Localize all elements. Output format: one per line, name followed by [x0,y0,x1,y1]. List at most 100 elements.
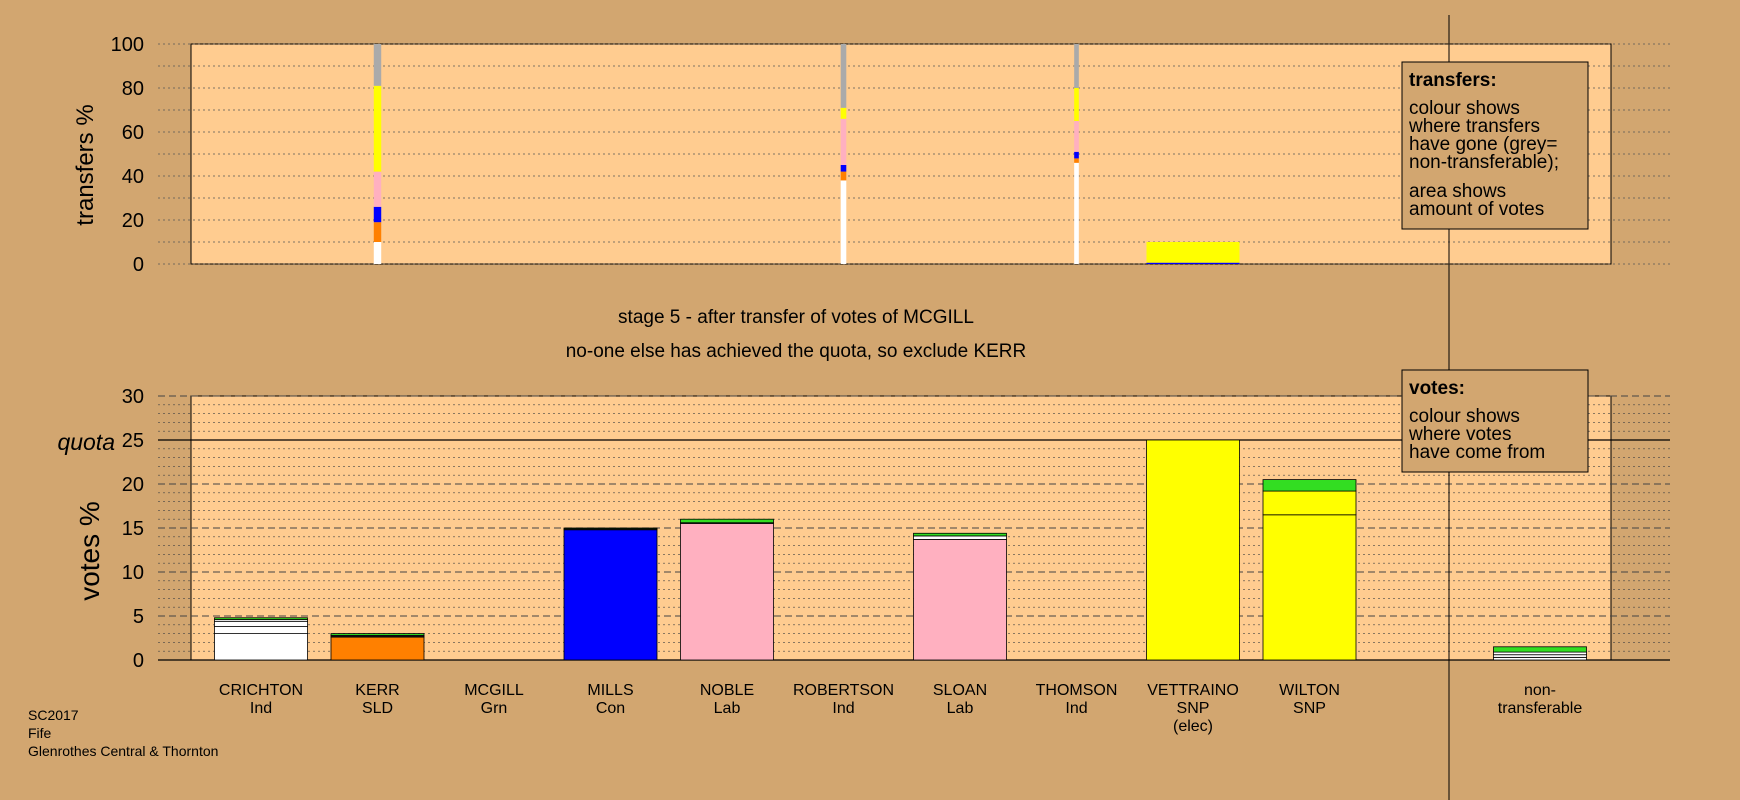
candidate-party-label: Ind [1065,700,1087,717]
transfer-segment-thomson [1074,88,1079,121]
candidate-party-label: Lab [714,700,741,717]
vote-segment-kerr [330,633,425,636]
votes-category-labels: CRICHTONIndKERRSLDMCGILLGrnMILLSConNOBLE… [219,682,1582,735]
transfer-segment-robertson [840,44,847,108]
footer-council: Fife [28,725,52,741]
transfer-segment-thomson [1074,151,1079,159]
transfer-segment-kerr [373,44,382,86]
transfers-legend-line: amount of votes [1409,199,1544,220]
vote-segment-wilton [1262,490,1357,516]
transfers-legend-line: where transfers [1408,116,1540,137]
votes-y-ticks: 0 5 10 15 20 25 30 [122,386,144,672]
vote-segment-noble [680,523,774,661]
transfers-legend-line: colour shows [1409,98,1520,119]
transfers-y-tick-label: 60 [122,122,144,144]
vote-segment-wilton [1262,479,1357,492]
candidate-party-label: Ind [832,700,854,717]
votes-legend-box [1401,369,1589,473]
transfer-segment-kerr [373,242,382,264]
transfers-y-tick-label: 80 [122,78,144,100]
votes-legend-line: colour shows [1409,406,1520,427]
footer-ward: Glenrothes Central & Thornton [28,743,218,759]
transfer-segment-kerr [373,171,382,207]
vote-segment-crichton [214,633,308,661]
transfer-segment-thomson [1074,44,1079,88]
transfer-segment-robertson [840,171,847,181]
candidate-party-label: SLD [362,700,393,717]
quota-label: quota [57,429,115,455]
transfer-segment-thomson [1074,158,1079,163]
votes-y-tick-label: 10 [122,562,144,584]
vote-segment-non [1493,646,1587,653]
candidate-party-label: SNP [1177,700,1210,717]
votes-y-tick-label: 15 [122,518,144,540]
transfer-segment-thomson [1074,162,1079,264]
transfers-y-tick-label: 100 [111,34,144,56]
candidate-name-label: CRICHTON [219,682,303,699]
candidate-name-label: THOMSON [1036,682,1118,699]
transfers-bars [373,44,1240,264]
candidate-party-label: Grn [481,700,508,717]
candidate-party-label: SNP [1293,700,1326,717]
transfers-y-tick-label: 40 [122,166,144,188]
candidate-name-label: SLOAN [933,682,987,699]
transfer-segment-vettraino [1146,242,1240,263]
votes-y-tick-label: 30 [122,386,144,408]
transfers-legend-line: area shows [1409,181,1506,202]
vote-segment-noble [680,518,774,524]
votes-legend: votes: colour shows where votes have com… [1401,369,1589,473]
transfers-legend-line: non-transferable); [1409,152,1559,173]
candidate-name-label: WILTON [1279,682,1340,699]
vote-segment-kerr [330,636,425,661]
votes-legend-heading: votes: [1409,378,1465,399]
transfers-legend: transfers: colour shows where transfers … [1401,61,1589,230]
candidate-name-label: ROBERTSON [793,682,894,699]
candidate-party-label: Ind [250,700,272,717]
vote-segment-sloan [913,535,1007,540]
vote-segment-wilton [1262,514,1357,661]
votes-y-tick-label: 0 [133,650,144,672]
vote-segment-crichton [214,626,308,634]
vote-segment-mills [563,529,658,661]
transfer-segment-thomson [1074,121,1079,152]
transfer-segment-vettraino [1146,262,1240,264]
candidate-elected-label: (elec) [1173,718,1213,735]
votes-bars [214,439,1587,661]
vote-segment-vettraino [1146,439,1240,661]
candidate-name-label: KERR [355,682,399,699]
transfers-y-ticks: 0 20 40 60 80 100 [111,34,144,276]
transfer-segment-kerr [373,85,382,172]
votes-y-tick-label: 5 [133,606,144,628]
transfers-legend-line: have gone (grey= [1409,134,1557,155]
candidate-party-label: transferable [1498,700,1583,717]
transfer-segment-robertson [840,118,847,165]
candidate-party-label: Con [596,700,625,717]
vote-segment-sloan [913,539,1007,661]
stage-note: no-one else has achieved the quota, so e… [566,341,1027,362]
votes-legend-line: where votes [1408,424,1511,445]
candidate-name-label: NOBLE [700,682,754,699]
transfer-segment-robertson [840,180,847,264]
candidate-name-label: VETTRAINO [1147,682,1239,699]
transfers-legend-heading: transfers: [1409,70,1497,91]
votes-y-tick-label: 20 [122,474,144,496]
candidate-name-label: MILLS [587,682,633,699]
candidate-name-label: non- [1524,682,1556,699]
vote-segment-mills [563,527,658,530]
transfers-y-tick-label: 0 [133,254,144,276]
votes-y-axis-label: votes % [74,501,105,601]
votes-y-tick-label: 25 [122,430,144,452]
transfer-segment-kerr [373,206,382,223]
transfer-segment-robertson [840,165,847,172]
transfers-y-axis-label: transfers % [72,104,99,225]
transfers-legend-box [1401,61,1589,230]
stage-title: stage 5 - after transfer of votes of MCG… [618,307,974,328]
transfer-segment-kerr [373,222,382,242]
vote-segment-sloan [913,532,1007,537]
vote-segment-crichton [214,620,308,627]
candidate-party-label: Lab [947,700,974,717]
transfer-segment-robertson [840,107,847,119]
footer-election: SC2017 [28,707,79,723]
vote-segment-crichton [214,617,308,620]
